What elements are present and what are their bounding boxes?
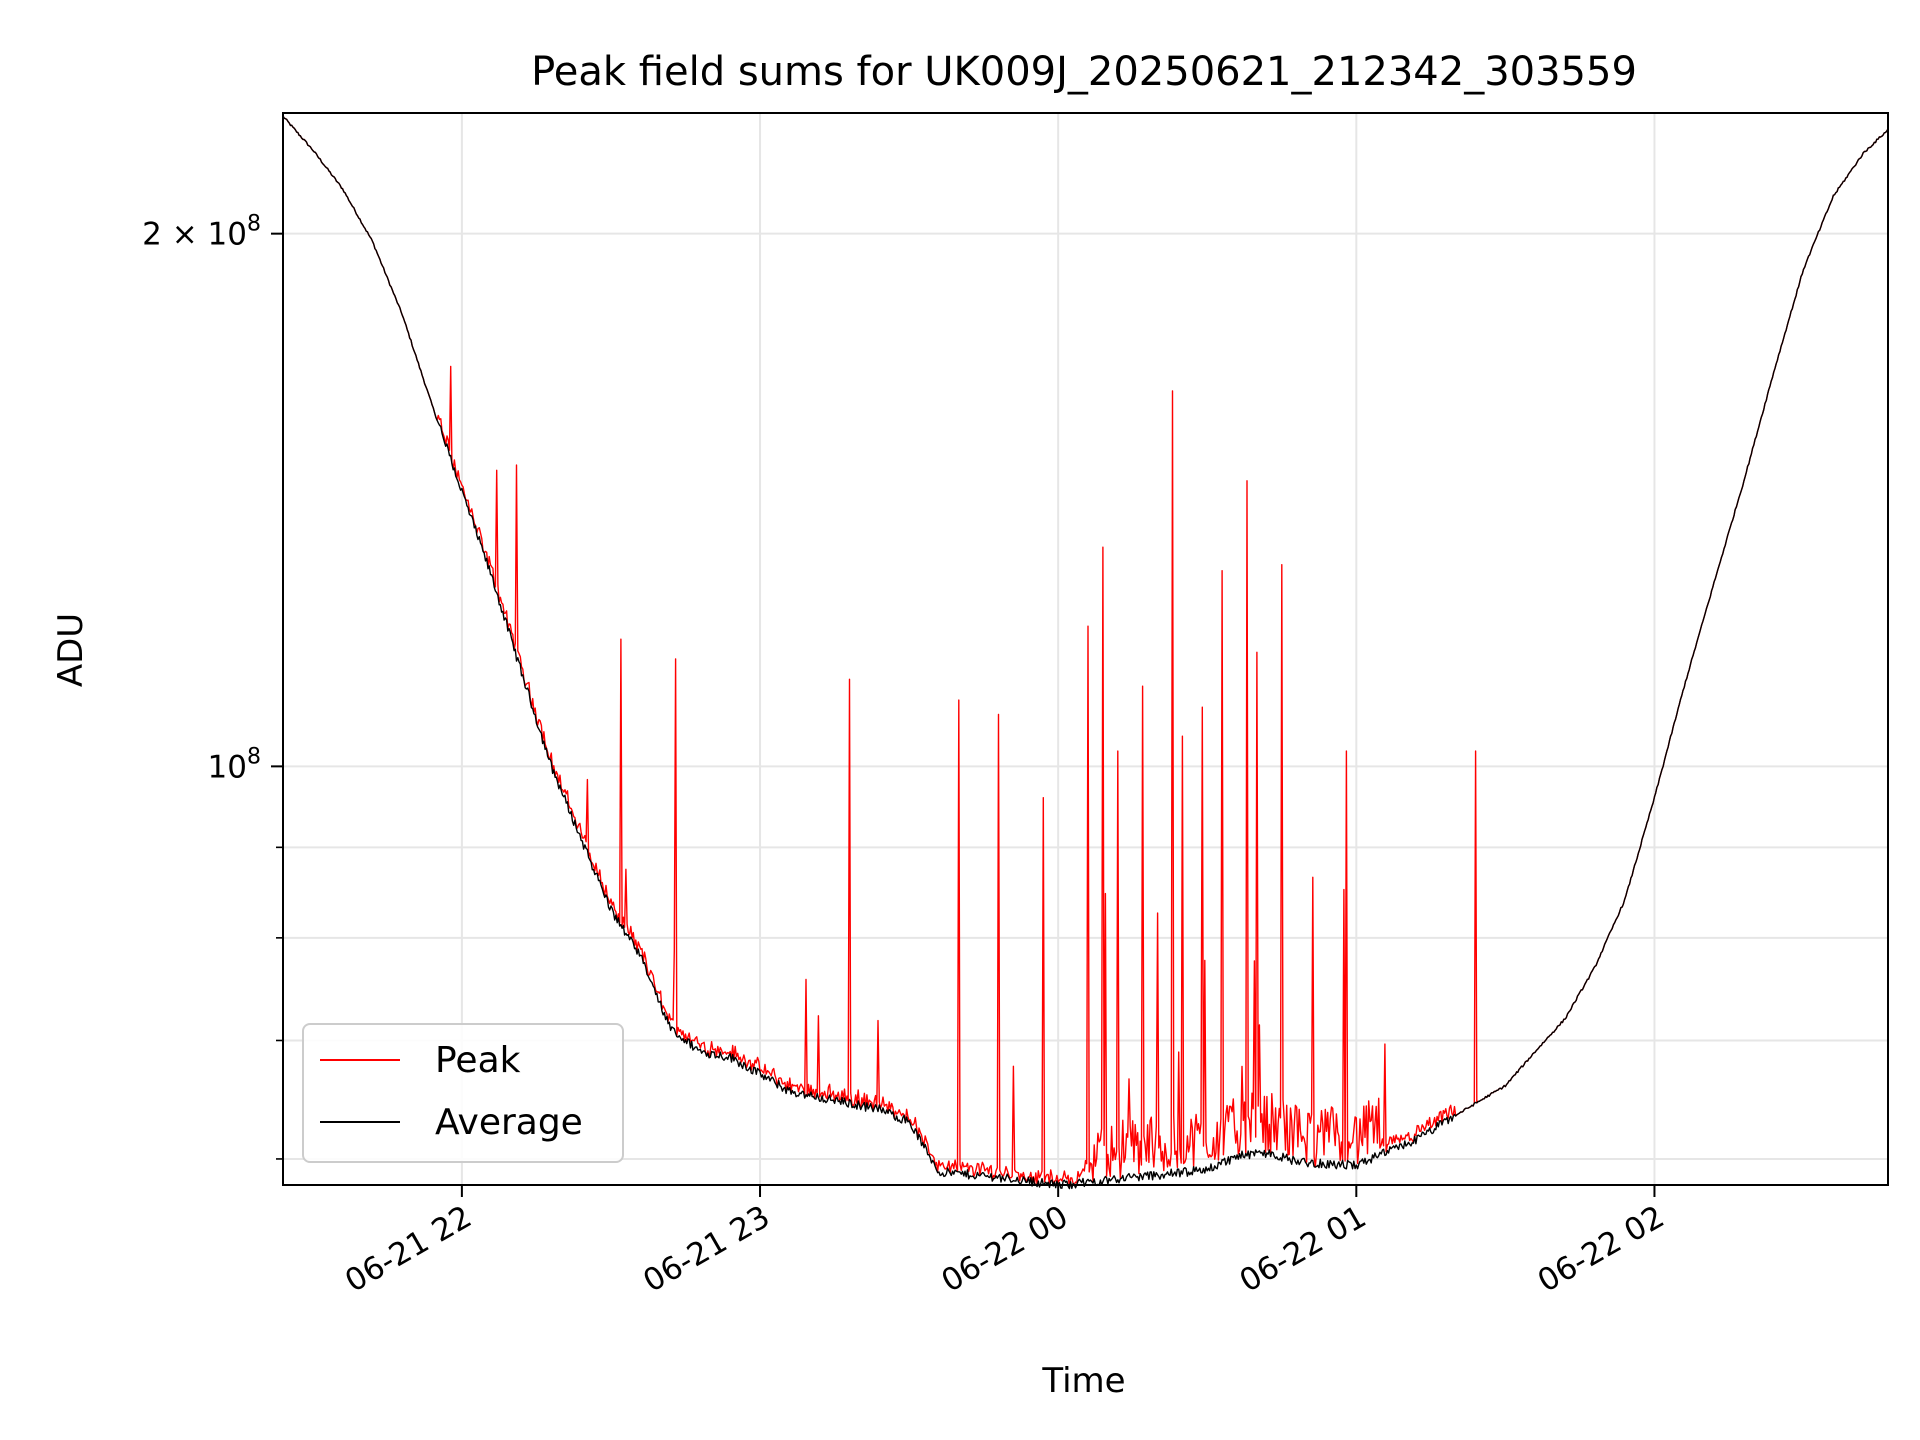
legend-box bbox=[302, 1023, 624, 1163]
y-axis-label: ADU bbox=[51, 613, 91, 687]
legend-label-peak: Peak bbox=[435, 1040, 521, 1081]
plot-frame bbox=[282, 112, 1889, 1186]
x-axis-label: Time bbox=[1041, 1361, 1125, 1401]
y-tick-label: 108 bbox=[208, 744, 261, 785]
legend: Peak Average bbox=[302, 1023, 624, 1163]
grid bbox=[283, 113, 1888, 1185]
series-line-average bbox=[282, 115, 1889, 1190]
y-tick-label: 2 × 108 bbox=[142, 212, 261, 253]
plot-area bbox=[282, 115, 1889, 1190]
y-axis: 108 2 × 108 bbox=[142, 212, 283, 1160]
chart-title: Peak field sums for UK009J_20250621_2123… bbox=[531, 49, 1637, 95]
legend-label-average: Average bbox=[435, 1102, 583, 1143]
